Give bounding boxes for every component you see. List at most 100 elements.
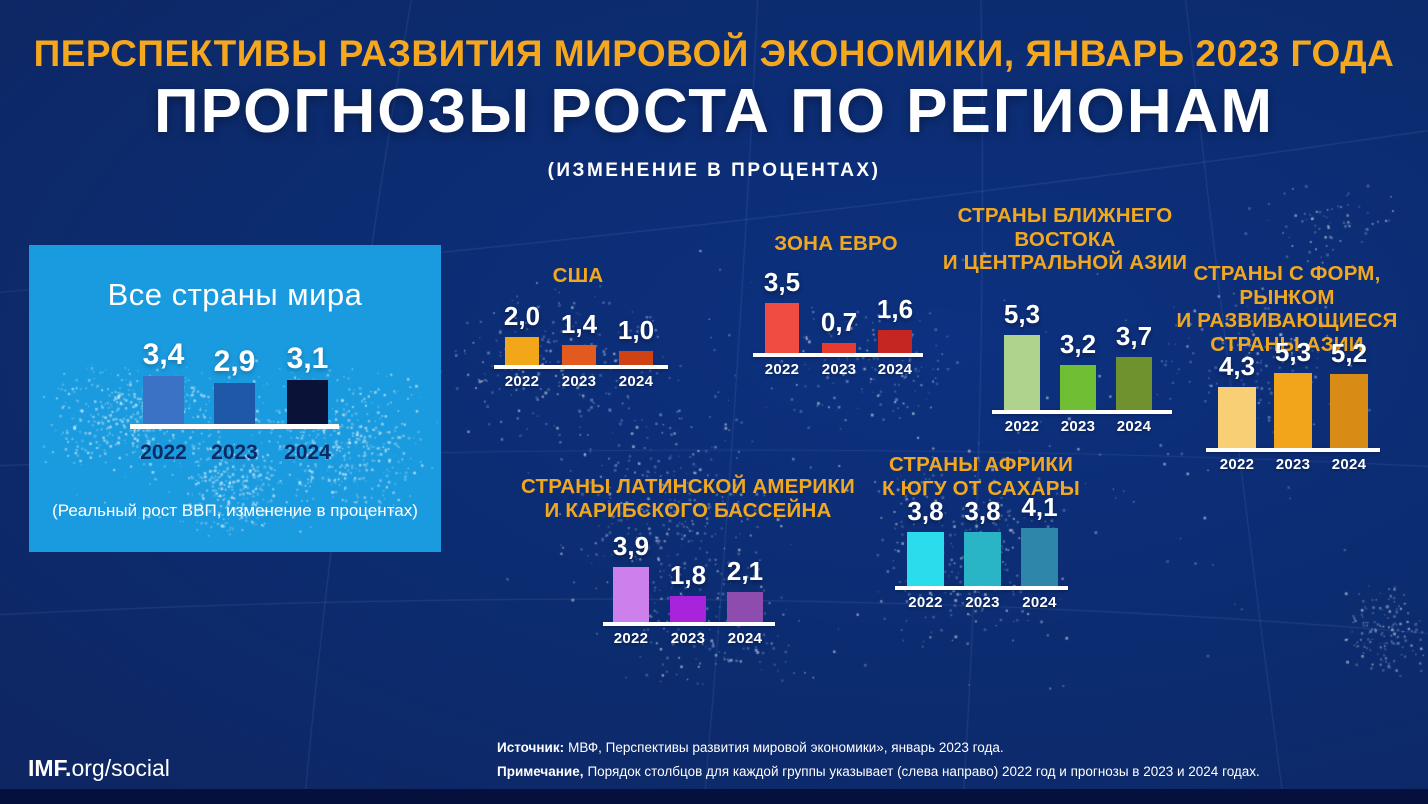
- chart-asia-title: СТРАНЫ С ФОРМ, РЫНКОМ И РАЗВИВАЮЩИЕСЯ СТРА…: [1146, 262, 1428, 356]
- chart-africa-year-label: 2022: [908, 594, 943, 611]
- chart-latam-title-line: СТРАНЫ ЛАТИНСКОЙ АМЕРИКИ: [521, 475, 855, 498]
- chart-mideast-title-line: И ЦЕНТРАЛЬНОЙ АЗИИ: [942, 251, 1188, 274]
- chart-africa-title-line: СТРАНЫ АФРИКИ: [888, 453, 1074, 476]
- chart-latam-year-label: 2023: [670, 630, 706, 647]
- chart-euro-value-2022: 3,5: [763, 267, 801, 297]
- chart-mideast-title: СТРАНЫ БЛИЖНЕГО ВОСТОКА И ЦЕНТРАЛЬНОЙ АЗИ…: [915, 204, 1215, 275]
- chart-usa-title: США: [458, 264, 698, 288]
- chart-africa-value-2024: 4,1: [1021, 492, 1058, 522]
- chart-asia-value-2023: 5,3: [1274, 337, 1312, 367]
- imf-brand-bold: IMF.: [28, 755, 72, 781]
- imf-brand-rest: org/social: [71, 755, 170, 781]
- units-subtitle: (ИЗМЕНЕНИЕ В ПРОЦЕНТАХ): [547, 160, 881, 181]
- chart-euro-value-2024: 1,6: [876, 294, 914, 324]
- chart-asia-bar-2022: [1218, 387, 1256, 448]
- chart-euro-baseline: [753, 353, 923, 357]
- chart-latam-bar-2022: [613, 567, 649, 622]
- chart-euro-year-label: 2024: [877, 361, 913, 378]
- chart-euro-year-label: 2022: [764, 361, 800, 378]
- chart-latam-bar-2024: [727, 592, 763, 622]
- chart-euro-bar-2024: [878, 330, 912, 353]
- chart-latam-title: СТРАНЫ ЛАТИНСКОЙ АМЕРИКИ И КАРИБСКОГО БАС…: [518, 475, 858, 522]
- chart-asia-title-line: СТРАНЫ АЗИИ: [1210, 332, 1364, 356]
- chart-euro-year-label: 2023: [821, 361, 857, 378]
- chart-mideast-bar-2022: [1004, 335, 1040, 410]
- chart-mideast-bar-2024: [1116, 357, 1152, 410]
- chart-latam-value-2022: 3,9: [612, 531, 650, 561]
- world-year-label: 2024: [284, 441, 331, 464]
- chart-usa-value-2024: 1,0: [617, 315, 655, 345]
- world-value-2023: 2,9: [213, 345, 256, 378]
- note-line: Примечание, Порядок столбцов для каждой г…: [497, 764, 1260, 779]
- chart-africa-title: СТРАНЫ АФРИКИ К ЮГУ ОТ САХАРЫ: [851, 453, 1111, 500]
- chart-africa-year-label: 2024: [1022, 594, 1057, 611]
- world-value-2024: 3,1: [286, 342, 329, 375]
- chart-asia-year-label: 2022: [1219, 456, 1255, 473]
- world-value-2022: 3,4: [142, 338, 185, 371]
- chart-latam-bar-2023: [670, 596, 706, 622]
- chart-latam-year-label: 2024: [727, 630, 763, 647]
- chart-mideast-year-label: 2024: [1116, 418, 1152, 435]
- imf-brand: IMF.org/social: [28, 755, 170, 782]
- chart-africa-year-label: 2023: [965, 594, 1000, 611]
- chart-asia-title-line: СТРАНЫ С ФОРМ, РЫНКОМ: [1193, 262, 1381, 309]
- chart-usa-bar-2023: [562, 345, 596, 365]
- report-kicker: ПЕРСПЕКТИВЫ РАЗВИТИЯ МИРОВОЙ ЭКОНОМИКИ, …: [33, 33, 1395, 74]
- note-label: Примечание,: [497, 764, 584, 779]
- chart-mideast-year-label: 2023: [1060, 418, 1096, 435]
- chart-asia-title-line: И РАЗВИВАЮЩИЕСЯ: [1176, 309, 1398, 332]
- chart-euro-title-line: ЗОНА ЕВРО: [774, 232, 898, 255]
- chart-usa-value-2022: 2,0: [503, 301, 541, 331]
- world-year-label: 2023: [211, 441, 258, 464]
- chart-asia-value-2022: 4,3: [1218, 351, 1256, 381]
- chart-africa-bar-2022: [907, 532, 944, 586]
- world-panel-title: Все страны мира: [107, 277, 363, 312]
- chart-mideast-title-line: СТРАНЫ БЛИЖНЕГО ВОСТОКА: [957, 204, 1173, 251]
- chart-latam-baseline: [603, 622, 775, 626]
- chart-usa-year-label: 2022: [504, 373, 540, 390]
- world-bar-2022: [143, 376, 184, 424]
- chart-usa-year-label: 2024: [618, 373, 654, 390]
- chart-asia-baseline: [1206, 448, 1380, 452]
- world-bar-2023: [214, 383, 255, 424]
- chart-africa-title-line: К ЮГУ ОТ САХАРЫ: [882, 476, 1080, 500]
- chart-mideast-baseline: [992, 410, 1172, 414]
- world-bar-2024: [287, 380, 328, 424]
- chart-latam-title-line: И КАРИБСКОГО БАССЕЙНА: [544, 498, 832, 522]
- chart-mideast-value-2022: 5,3: [1003, 299, 1041, 329]
- chart-africa-baseline: [895, 586, 1068, 590]
- chart-africa-bar-2024: [1021, 528, 1058, 586]
- chart-africa-value-2022: 3,8: [907, 496, 944, 526]
- chart-usa-value-2023: 1,4: [560, 309, 598, 339]
- source-label: Источник:: [497, 740, 565, 755]
- chart-euro-bar-2023: [822, 343, 856, 353]
- chart-usa-year-label: 2023: [561, 373, 597, 390]
- chart-mideast-value-2023: 3,2: [1059, 329, 1097, 359]
- chart-asia-value-2024: 5,2: [1330, 338, 1368, 368]
- chart-asia-year-label: 2023: [1275, 456, 1311, 473]
- chart-usa-bar-2024: [619, 351, 653, 365]
- chart-mideast-value-2024: 3,7: [1115, 321, 1153, 351]
- world-panel-caption: (Реальный рост ВВП, изменение в процента…: [52, 501, 418, 520]
- world-year-label: 2022: [140, 441, 187, 464]
- page-title: ПРОГНОЗЫ РОСТА ПО РЕГИОНАМ: [153, 77, 1275, 146]
- chart-asia-bar-2023: [1274, 373, 1312, 448]
- bottom-strip: [0, 789, 1428, 804]
- note-text: Порядок столбцов для каждой группы указы…: [587, 764, 1260, 779]
- chart-africa-value-2023: 3,8: [964, 496, 1001, 526]
- chart-mideast-bar-2023: [1060, 365, 1096, 410]
- chart-latam-value-2024: 2,1: [726, 556, 764, 586]
- chart-euro-value-2023: 0,7: [820, 307, 858, 337]
- chart-euro-title: ЗОНА ЕВРО: [716, 232, 956, 256]
- source-text: МВФ, Перспективы развития мировой эконом…: [568, 740, 1004, 755]
- world-panel: Все страны мира 3,4 2022 2,9 2023 3,1 2024 (Р…: [29, 245, 441, 552]
- chart-latam-value-2023: 1,8: [669, 560, 707, 590]
- world-chart-baseline: [130, 424, 339, 429]
- chart-usa-title-line: США: [552, 264, 604, 287]
- chart-usa-bar-2022: [505, 337, 539, 365]
- chart-asia-bar-2024: [1330, 374, 1368, 448]
- chart-asia-year-label: 2024: [1331, 456, 1367, 473]
- source-line: Источник: МВФ, Перспективы развития миров…: [497, 740, 1004, 755]
